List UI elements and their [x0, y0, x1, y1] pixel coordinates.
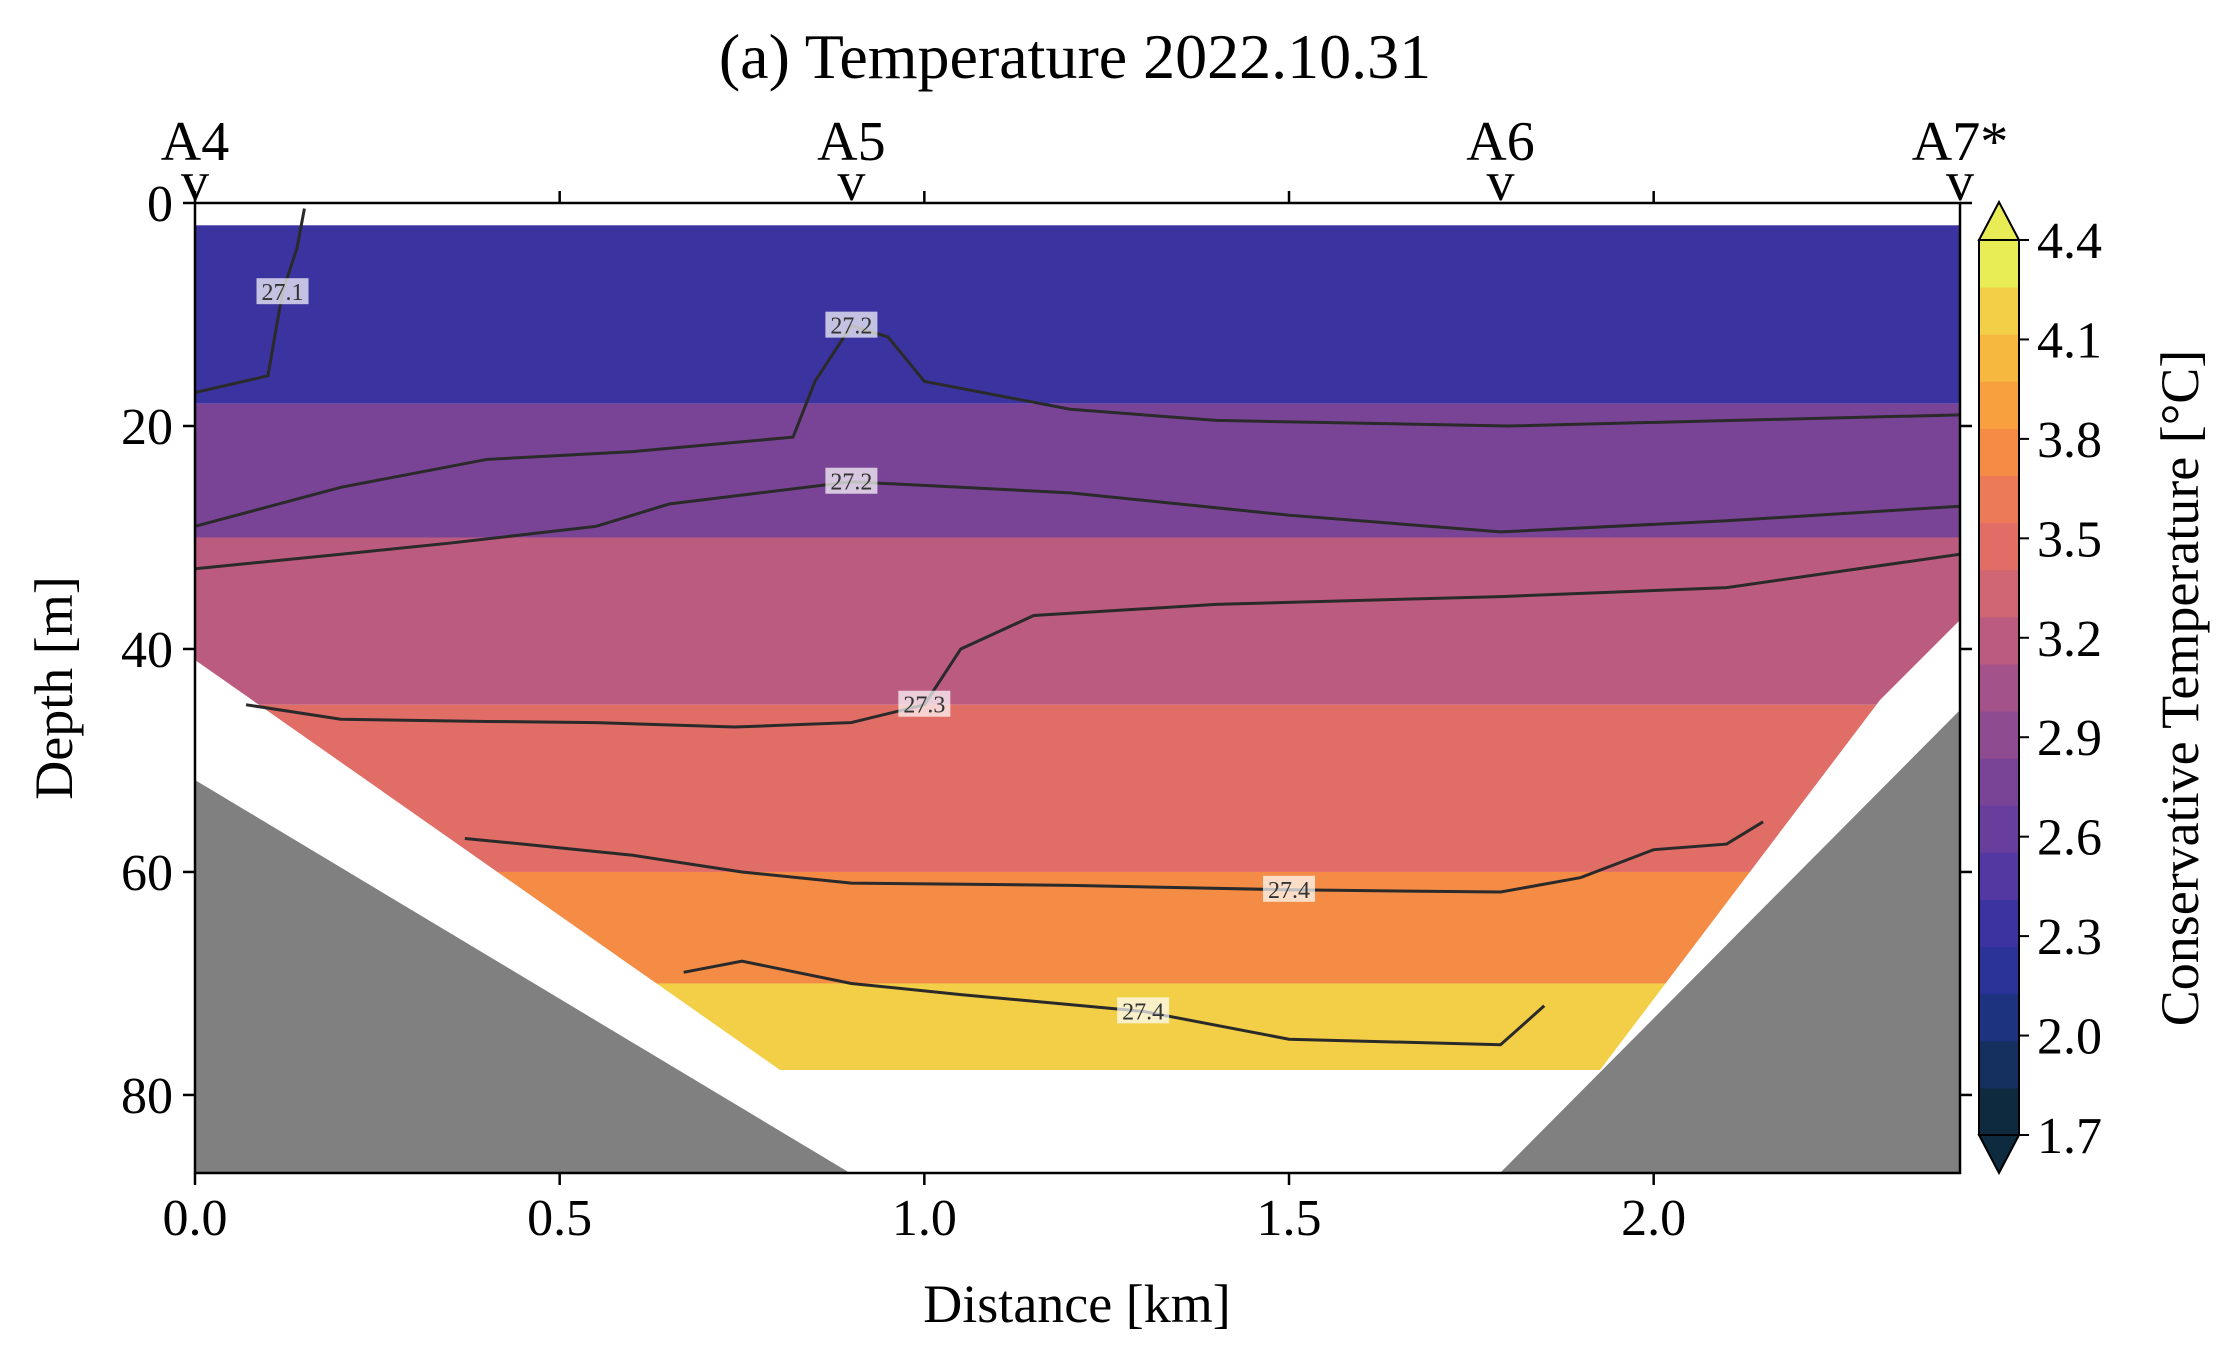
temperature-contour-fill	[195, 225, 1960, 1073]
colorbar-band-12	[1979, 522, 2019, 571]
colorbar-extend-bottom	[1977, 1134, 2021, 1176]
colorbar: 1.7 2.0 2.3 2.6 2.9 3.2 3.5 3.8 4.1 4.4 Conservat…	[1977, 199, 2210, 1176]
bathymetry-left	[195, 780, 850, 1173]
bathymetry-right	[1500, 710, 1960, 1173]
colorbar-band-1	[1979, 1040, 2019, 1089]
temp-band-1	[195, 403, 1960, 538]
contour-label-bg-4	[1263, 875, 1316, 902]
y-axis-label: Depth [m]	[24, 576, 84, 799]
contour-label-3: 27.3	[903, 693, 945, 719]
y-tick-label: 80	[121, 1068, 173, 1125]
colorbar-band-15	[1979, 381, 2019, 429]
plot-area: 27.1 27.2 27.2 27.3 27.4 27.4	[195, 203, 1960, 1173]
station-marker: v	[837, 151, 865, 213]
x-tick-label: 0.5	[527, 1190, 592, 1247]
colorbar-tick-label: 4.4	[2037, 213, 2102, 270]
colorbar-tick-label: 1.7	[2037, 1108, 2102, 1165]
contour-label-4: 27.4	[1268, 878, 1310, 904]
x-tick-label: 2.0	[1621, 1190, 1686, 1247]
colorbar-band-0	[1979, 1087, 2019, 1136]
contour-line-4	[464, 820, 1764, 894]
chart-title: (a) Temperature 2022.10.31	[719, 21, 1431, 92]
colorbar-band-8	[1979, 711, 2019, 759]
colorbar-band-13	[1979, 475, 2019, 524]
colorbar-tick-label: 2.3	[2037, 909, 2102, 966]
station-name: A4	[161, 111, 229, 173]
colorbar-tick-label: 3.8	[2037, 412, 2102, 469]
seafloor-mask-white	[195, 620, 1960, 1173]
station-marker: v	[1946, 151, 1974, 213]
contour-label-bg-1	[825, 311, 878, 338]
temp-band-0	[195, 225, 1960, 404]
colorbar-bands	[1979, 240, 2019, 1136]
y-axis: 0 20 40 60 80	[121, 176, 1972, 1125]
colorbar-band-10	[1979, 616, 2019, 665]
colorbar-band-6	[1979, 805, 2019, 853]
y-tick-label: 60	[121, 845, 173, 902]
colorbar-band-7	[1979, 758, 2019, 806]
x-tick-label: 0.0	[163, 1190, 228, 1247]
contour-line-5	[683, 959, 1546, 1047]
x-tick-label: 1.0	[892, 1190, 957, 1247]
contour-label-0: 27.1	[262, 280, 304, 306]
density-contours: 27.1 27.2 27.2 27.3 27.4 27.4	[195, 208, 1960, 1047]
colorbar-band-16	[1979, 334, 2019, 382]
temp-band-2	[195, 537, 1960, 705]
colorbar-tick-label: 4.1	[2037, 312, 2102, 369]
colorbar-tick-label: 3.5	[2037, 511, 2102, 568]
colorbar-extend-top	[1977, 199, 2021, 241]
colorbar-band-11	[1979, 569, 2019, 618]
colorbar-ticks: 1.7 2.0 2.3 2.6 2.9 3.2 3.5 3.8 4.1 4.4	[2019, 213, 2102, 1165]
colorbar-band-9	[1979, 663, 2019, 712]
colorbar-band-3	[1979, 946, 2019, 995]
y-tick-label: 40	[121, 622, 173, 679]
y-tick-label: 20	[121, 399, 173, 456]
colorbar-label: Conservative Temperature [°C]	[2150, 350, 2210, 1027]
x-tick-label: 1.5	[1257, 1190, 1322, 1247]
colorbar-band-5	[1979, 852, 2019, 900]
station-name: A7*	[1912, 111, 2008, 173]
colorbar-tick-label: 2.6	[2037, 810, 2102, 867]
contour-label-2: 27.2	[830, 470, 872, 496]
colorbar-band-14	[1979, 428, 2019, 477]
colorbar-tick-label: 3.2	[2037, 611, 2102, 668]
contour-label-bg-0	[256, 278, 309, 305]
station-name: A5	[817, 111, 885, 173]
contour-label-bg-5	[1117, 997, 1170, 1024]
x-axis-label: Distance [km]	[923, 1274, 1230, 1334]
colorbar-band-2	[1979, 993, 2019, 1042]
colorbar-tick-label: 2.0	[2037, 1009, 2102, 1066]
colorbar-frame	[1978, 239, 2020, 1136]
colorbar-band-4	[1979, 899, 2019, 948]
x-axis: 0.0 0.5 1.0 1.5 2.0	[163, 191, 1686, 1247]
colorbar-tick-label: 2.9	[2037, 710, 2102, 767]
contour-label-bg-2	[825, 467, 878, 494]
colorbar-band-18	[1979, 240, 2019, 288]
contour-label-5: 27.4	[1122, 999, 1164, 1025]
contour-label-1: 27.2	[830, 314, 872, 340]
station-marker: v	[181, 151, 209, 213]
station-marker: v	[1487, 151, 1515, 213]
plot-frame	[193, 201, 1962, 1175]
y-tick-label: 0	[147, 176, 173, 233]
station-name: A6	[1466, 111, 1534, 173]
colorbar-band-17	[1979, 287, 2019, 335]
contour-label-bg-3	[898, 690, 951, 717]
temp-band-3	[195, 704, 1960, 872]
